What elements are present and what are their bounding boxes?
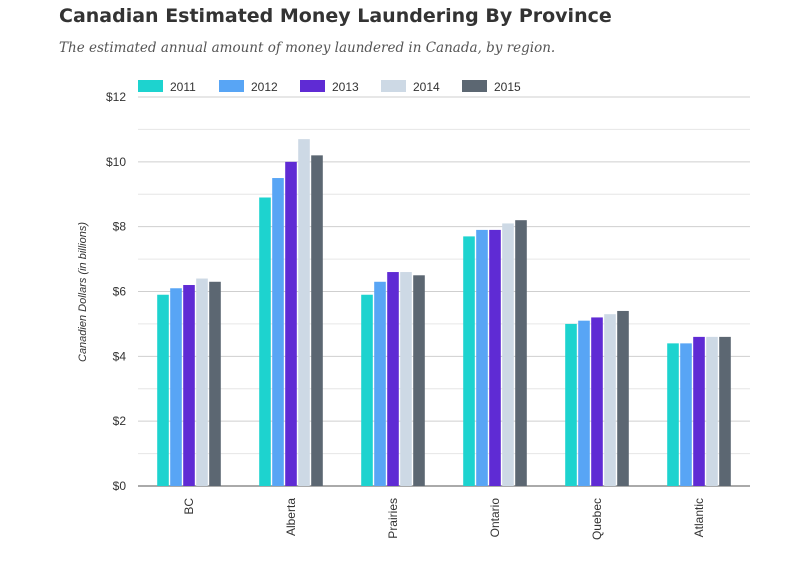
legend-swatch-2014 xyxy=(381,80,406,92)
bar-2015-prairies xyxy=(413,275,425,486)
bar-2014-prairies xyxy=(400,272,412,486)
bar-2013-atlantic xyxy=(693,336,705,486)
x-tick-label: Alberta xyxy=(284,498,298,536)
bar-2012-ontario xyxy=(476,229,488,487)
bar-2015-bc xyxy=(209,281,221,486)
y-axis-ticks: $0 $2 $4 $6 $8 $10 $12 xyxy=(106,90,126,493)
bar-2012-atlantic xyxy=(680,343,692,486)
bars xyxy=(157,139,731,487)
bar-2013-ontario xyxy=(489,229,501,487)
grid-lines xyxy=(138,96,750,487)
y-tick-label: $10 xyxy=(106,155,126,169)
legend-swatch-2015 xyxy=(462,80,487,92)
bar-2013-quebec xyxy=(591,317,603,486)
bar-2015-ontario xyxy=(515,220,527,486)
bar-2011-prairies xyxy=(361,294,373,486)
bar-2015-atlantic xyxy=(719,336,731,486)
x-tick-label: Prairies xyxy=(386,498,400,539)
x-tick-label: Quebec xyxy=(590,498,604,540)
bar-2014-ontario xyxy=(502,223,514,487)
y-tick-label: $8 xyxy=(113,220,127,234)
bar-2012-quebec xyxy=(578,320,590,486)
bar-2012-bc xyxy=(170,288,182,486)
legend-label-2015: 2015 xyxy=(494,80,521,94)
bar-2011-ontario xyxy=(463,236,475,486)
chart-subtitle: The estimated annual amount of money lau… xyxy=(59,40,556,56)
bar-2011-alberta xyxy=(259,197,271,486)
bar-2014-atlantic xyxy=(706,336,718,486)
legend-swatch-2011 xyxy=(138,80,163,92)
legend-swatch-2012 xyxy=(219,80,244,92)
legend: 2011 2012 2013 2014 2015 xyxy=(138,80,521,94)
x-tick-label: BC xyxy=(182,498,196,515)
x-tick-label: Ontario xyxy=(488,498,502,538)
bar-2015-quebec xyxy=(617,310,629,486)
legend-label-2012: 2012 xyxy=(251,80,278,94)
bar-2013-prairies xyxy=(387,272,399,486)
bar-2013-alberta xyxy=(285,161,297,487)
legend-label-2013: 2013 xyxy=(332,80,359,94)
bar-2011-quebec xyxy=(565,323,577,486)
legend-swatch-2013 xyxy=(300,80,325,92)
y-tick-label: $0 xyxy=(113,479,127,493)
bar-2014-quebec xyxy=(604,314,616,486)
bar-2014-alberta xyxy=(298,139,310,486)
bar-2011-bc xyxy=(157,294,169,486)
legend-label-2011: 2011 xyxy=(170,80,196,94)
bar-2012-alberta xyxy=(272,178,284,486)
y-tick-label: $4 xyxy=(113,349,127,363)
y-tick-label: $12 xyxy=(106,90,126,104)
bar-2012-prairies xyxy=(374,281,386,486)
bar-2011-atlantic xyxy=(667,343,679,486)
bar-2015-alberta xyxy=(311,155,323,486)
bar-2013-bc xyxy=(183,285,195,486)
chart-title: Canadian Estimated Money Laundering By P… xyxy=(59,5,612,27)
bar-2014-bc xyxy=(196,278,208,486)
y-tick-label: $2 xyxy=(113,414,127,428)
x-tick-label: Atlantic xyxy=(692,498,706,537)
y-tick-label: $6 xyxy=(113,285,127,299)
legend-label-2014: 2014 xyxy=(413,80,440,94)
x-axis-ticks: BC Alberta Prairies Ontario Quebec Atlantic xyxy=(182,498,706,540)
y-axis-label: Canadien Dollars (in billions) xyxy=(77,222,89,362)
